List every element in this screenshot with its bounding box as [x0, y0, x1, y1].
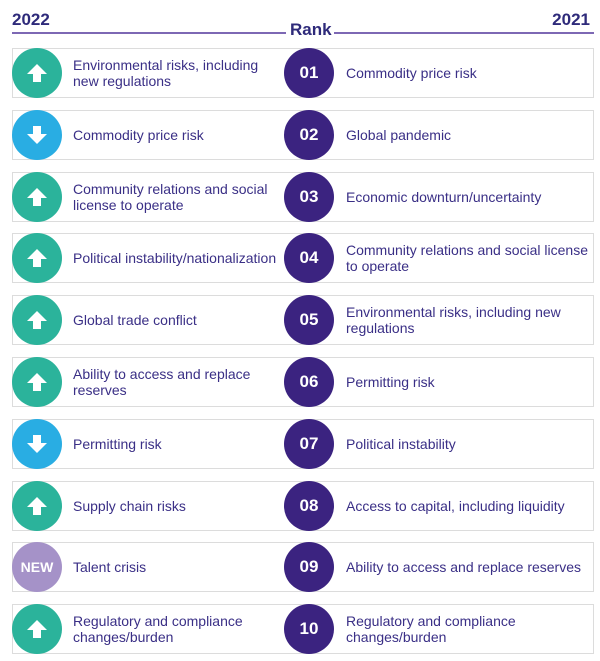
rank-number-badge: 10: [284, 604, 334, 655]
header-divider-left: [12, 32, 286, 34]
arrow-down-icon: [12, 109, 62, 160]
risk-2022: Political instability/nationalization: [73, 250, 277, 267]
risk-2022: Talent crisis: [73, 559, 147, 576]
rank-row: Ability to access and replace reserves 06…: [12, 357, 594, 407]
year-2022-label: 2022: [12, 10, 50, 29]
header: 2022 Rank 2021: [0, 0, 600, 40]
rank-title: Rank: [287, 20, 335, 40]
rank-row: Global trade conflict 05 Environmental ris…: [12, 295, 594, 346]
rank-row: Community relations and social license t…: [12, 171, 594, 222]
rank-number-badge: 03: [284, 171, 334, 222]
risk-2021: Environmental risks, including new regul…: [346, 304, 561, 337]
risk-2021: Commodity price risk: [346, 65, 477, 81]
arrow-up-icon: [12, 604, 62, 655]
rank-row: Regulatory and compliance changes/burden…: [12, 604, 594, 655]
risk-2022: Community relations and social license t…: [73, 180, 268, 213]
new-badge-label: NEW: [20, 559, 54, 576]
risk-2021: Permitting risk: [346, 374, 435, 390]
risk-2022: Permitting risk: [73, 435, 162, 452]
rank-number-badge: 02: [284, 109, 334, 160]
rank-number-badge: 08: [284, 480, 334, 531]
rank-row: Supply chain risks 08 Access to capital, i…: [12, 480, 594, 531]
arrow-down-icon: [12, 418, 62, 469]
risk-2022: Regulatory and compliance changes/burden: [73, 613, 243, 646]
new-badge: NEW: [12, 542, 62, 593]
rank-number-badge: 09: [284, 542, 334, 593]
risk-2022: Ability to access and replace reserves: [73, 366, 251, 398]
arrow-up-icon: [12, 48, 62, 98]
rank-row: Political instability/nationalization 04 C…: [12, 233, 594, 284]
risk-2021: Global pandemic: [346, 126, 452, 143]
rank-number-badge: 04: [284, 233, 334, 284]
risk-2022: Global trade conflict: [73, 312, 197, 329]
risk-2022: Commodity price risk: [73, 126, 204, 143]
year-2021-label: 2021: [552, 10, 590, 29]
risk-2021: Economic downturn/uncertainty: [346, 188, 542, 205]
rank-row: NEW Talent crisis 09 Ability to access and …: [12, 542, 594, 593]
arrow-up-icon: [12, 295, 62, 346]
arrow-up-icon: [12, 357, 62, 407]
header-divider-right: [334, 32, 594, 34]
rank-number-badge: 07: [284, 418, 334, 469]
risk-2021: Political instability: [346, 435, 456, 452]
rank-row: Permitting risk 07 Political instability: [12, 418, 594, 469]
rank-number-badge: 05: [284, 295, 334, 346]
rank-row: Commodity price risk 02 Global pandemic: [12, 109, 594, 160]
risk-2022: Supply chain risks: [73, 497, 186, 514]
rank-row: Environmental risks, including new regul…: [12, 48, 594, 98]
risk-2021: Community relations and social license t…: [346, 242, 588, 275]
risk-2021: Access to capital, including liquidity: [346, 497, 565, 514]
risk-2021: Regulatory and compliance changes/burden: [346, 613, 516, 646]
arrow-up-icon: [12, 171, 62, 222]
risk-2022: Environmental risks, including new regul…: [73, 57, 259, 89]
arrow-up-icon: [12, 233, 62, 284]
rank-number-badge: 01: [284, 48, 334, 98]
risk-2021: Ability to access and replace reserves: [346, 559, 581, 576]
arrow-up-icon: [12, 480, 62, 531]
rank-number-badge: 06: [284, 357, 334, 407]
